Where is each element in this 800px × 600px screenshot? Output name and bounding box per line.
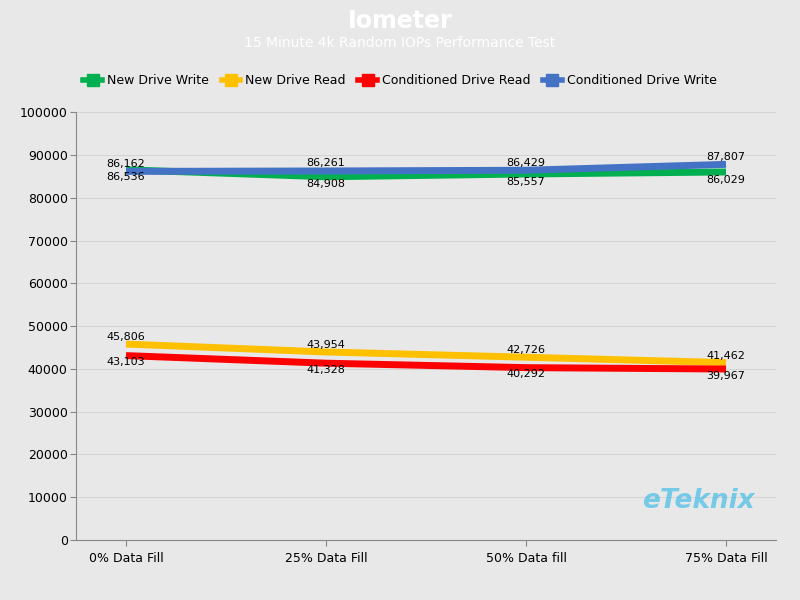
Text: 45,806: 45,806: [106, 332, 146, 342]
Text: 43,954: 43,954: [306, 340, 346, 350]
Text: 86,536: 86,536: [106, 172, 146, 182]
Text: 39,967: 39,967: [706, 371, 746, 381]
Text: 85,557: 85,557: [506, 176, 546, 187]
Text: eTeknix: eTeknix: [642, 488, 755, 514]
Legend: New Drive Write, New Drive Read, Conditioned Drive Read, Conditioned Drive Write: New Drive Write, New Drive Read, Conditi…: [83, 74, 717, 87]
Text: Iometer: Iometer: [348, 9, 452, 33]
Text: 86,029: 86,029: [706, 175, 746, 185]
Text: 41,462: 41,462: [706, 351, 746, 361]
Text: 84,908: 84,908: [306, 179, 346, 190]
Text: 43,103: 43,103: [106, 358, 146, 367]
Text: 40,292: 40,292: [506, 370, 546, 379]
Text: 87,807: 87,807: [706, 152, 746, 161]
Text: 42,726: 42,726: [506, 346, 546, 355]
Text: 41,328: 41,328: [306, 365, 346, 375]
Text: 86,162: 86,162: [106, 158, 146, 169]
Text: 86,261: 86,261: [306, 158, 346, 168]
Text: 86,429: 86,429: [506, 158, 546, 167]
Text: 15 Minute 4k Random IOPs Performance Test: 15 Minute 4k Random IOPs Performance Tes…: [244, 36, 556, 50]
